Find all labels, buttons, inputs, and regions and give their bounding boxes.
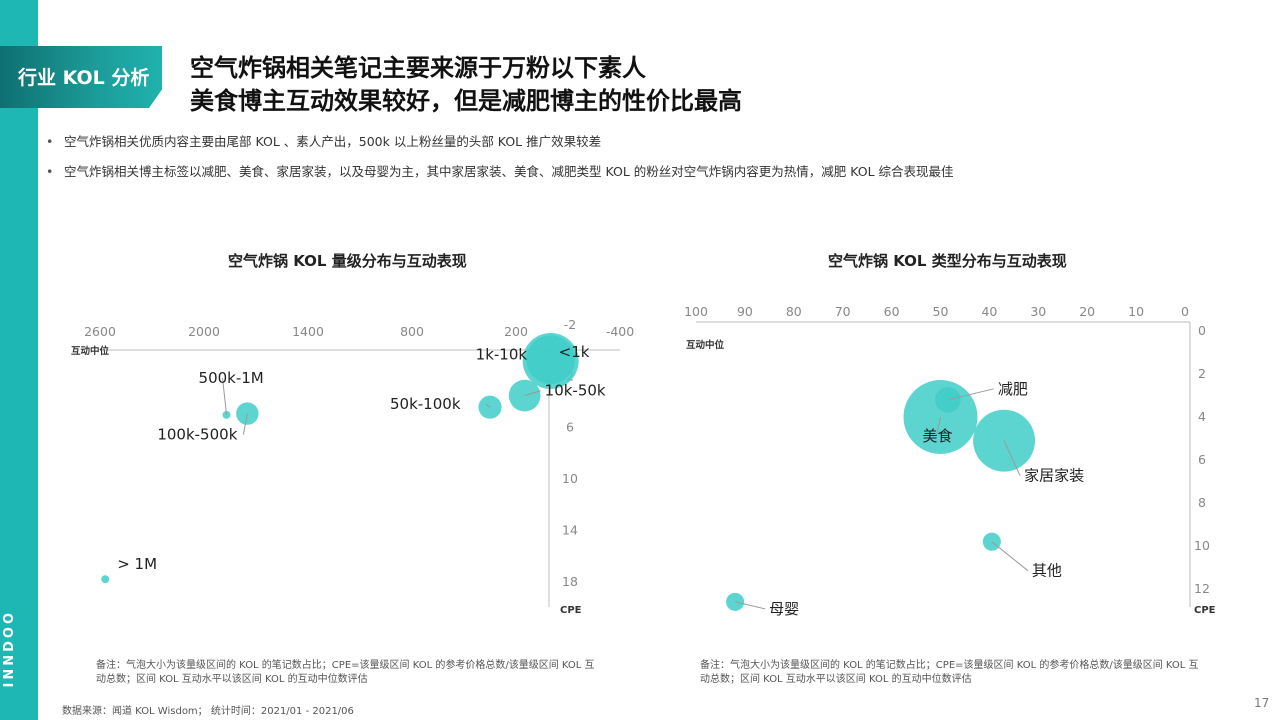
- chart1-point-label: <1k: [559, 343, 590, 361]
- chart1-bubble: [101, 575, 110, 584]
- chart1-point-label: 50k-100k: [390, 395, 461, 413]
- chart1-point-label: > 1M: [117, 555, 157, 573]
- chart2-bubble: [935, 386, 961, 413]
- chart2-y-tick-label: 4: [1198, 409, 1206, 424]
- chart2-x-tick-label: 90: [737, 304, 753, 319]
- bullet-item: 空气炸锅相关博主标签以减肥、美食、家居家装，以及母婴为主，其中家居家装、美食、减…: [44, 162, 1244, 192]
- chart1-x-tick-label: 800: [400, 324, 424, 339]
- chart2-y-tick-label: 8: [1198, 495, 1206, 510]
- chart2-x-axis-label: 互动中位: [686, 339, 725, 351]
- chart1-y-tick-label: 10: [562, 471, 578, 486]
- chart1-y-tick-label: -2: [564, 317, 576, 332]
- section-tag-label: 行业 KOL 分析: [18, 67, 150, 89]
- bullet-item: 空气炸锅相关优质内容主要由尾部 KOL 、素人产出，500k 以上粉丝量的头部 …: [44, 132, 1244, 162]
- chart2-y-tick-label: 2: [1198, 366, 1206, 381]
- chart2-leader-line: [991, 541, 1029, 572]
- chart1-point-label: 100k-500k: [157, 426, 237, 444]
- chart2-leader-line: [936, 416, 941, 437]
- chart2-leader-line: [1003, 440, 1021, 476]
- chart2-x-tick-label: 10: [1128, 304, 1144, 319]
- chart1-title: 空气炸锅 KOL 量级分布与互动表现: [228, 252, 467, 270]
- section-tag: [0, 46, 162, 108]
- chart2-note: 备注：气泡大小为该量级区间的 KOL 的笔记数占比；CPE=该量级区间 KOL …: [700, 660, 1199, 685]
- chart1-x-tick-label: 200: [504, 324, 528, 339]
- chart2-y-tick-label: 0: [1198, 323, 1206, 338]
- chart2-point-label: 其他: [1032, 562, 1062, 580]
- page-title-line2: 美食博主互动效果较好，但是减肥博主的性价比最高: [190, 87, 742, 115]
- chart1-leader-line: [222, 377, 228, 415]
- chart1-note: 备注：气泡大小为该量级区间的 KOL 的笔记数占比；CPE=该量级区间 KOL …: [96, 660, 595, 685]
- chart2-point-label: 美食: [923, 427, 953, 445]
- chart2-y-tick-label: 6: [1198, 452, 1206, 467]
- chart2-x-tick-label: 0: [1181, 304, 1189, 319]
- chart1-bubble: [222, 410, 231, 419]
- page-number: 17: [1254, 696, 1270, 710]
- chart2-x-tick-label: 80: [786, 304, 802, 319]
- chart1-y-axis-label: CPE: [560, 605, 582, 616]
- chart2-y-tick-label: 10: [1194, 538, 1210, 553]
- chart1-leader-line: [485, 403, 491, 408]
- chart2-point-label: 母婴: [769, 600, 799, 618]
- chart1-bubble: [526, 335, 575, 384]
- chart2-leader-line: [947, 388, 994, 401]
- chart1-leader-line: [242, 413, 248, 435]
- chart1-x-tick-label: -400: [606, 324, 634, 339]
- chart1-x-axis-label: 互动中位: [71, 345, 110, 357]
- chart1-y-tick-label: 6: [566, 420, 574, 435]
- chart1-point-label: 1k-10k: [476, 346, 528, 364]
- chart2-title: 空气炸锅 KOL 类型分布与互动表现: [828, 252, 1067, 270]
- side-accent-bar: [0, 0, 38, 720]
- chart2-x-tick-label: 70: [835, 304, 851, 319]
- chart2-x-tick-label: 50: [933, 304, 949, 319]
- chart1-y-tick-label: 18: [562, 574, 578, 589]
- chart1-point-label: 10k-50k: [545, 382, 606, 400]
- page-title: 空气炸锅相关笔记主要来源于万粉以下素人 美食博主互动效果较好，但是减肥博主的性价…: [190, 52, 742, 118]
- chart2-x-tick-label: 60: [884, 304, 900, 319]
- chart2-x-tick-label: 40: [981, 304, 997, 319]
- chart2-y-tick-label: 12: [1194, 581, 1210, 596]
- chart2-x-tick-label: 20: [1079, 304, 1095, 319]
- chart1-point-label: 500k-1M: [199, 369, 264, 387]
- chart1-x-tick-label: 1400: [292, 324, 324, 339]
- chart1-y-tick-label: 14: [562, 522, 578, 537]
- chart2-x-tick-label: 30: [1030, 304, 1046, 319]
- chart2-x-tick-label: 100: [684, 304, 708, 319]
- chart2-leader-line: [735, 601, 766, 610]
- chart1-x-tick-label: 2000: [188, 324, 220, 339]
- chart2-point-label: 减肥: [998, 380, 1028, 398]
- chart2-y-axis-label: CPE: [1194, 605, 1216, 616]
- chart2-point-label: 家居家装: [1024, 467, 1084, 485]
- chart1-x-tick-label: 2600: [84, 324, 116, 339]
- chart2-bubble: [973, 409, 1036, 472]
- bullet-list: 空气炸锅相关优质内容主要由尾部 KOL 、素人产出，500k 以上粉丝量的头部 …: [44, 132, 1244, 192]
- data-source: 数据来源：闻道 KOL Wisdom； 统计时间：2021/01 - 2021/…: [62, 706, 354, 717]
- chart1-leader-line: [524, 390, 541, 397]
- page-title-line1: 空气炸锅相关笔记主要来源于万粉以下素人: [190, 54, 646, 82]
